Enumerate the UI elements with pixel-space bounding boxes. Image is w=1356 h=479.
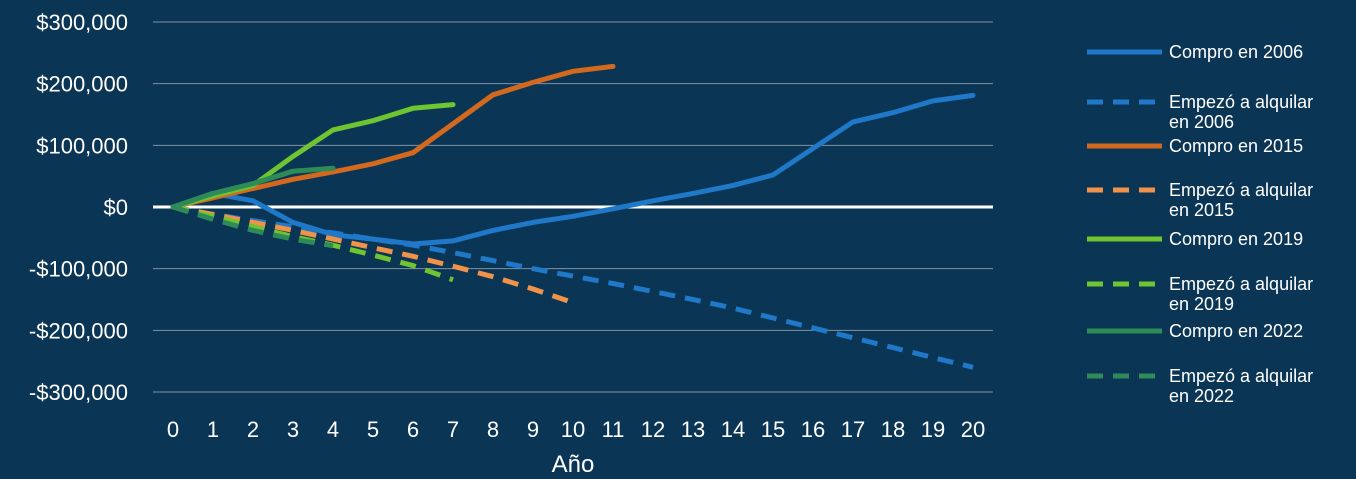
legend-label: Compro en 2022 [1169,321,1303,341]
x-tick-label: 15 [761,417,785,442]
series-line [172,204,334,249]
x-tick-label: 8 [487,417,499,442]
x-tick-label: 5 [367,417,379,442]
y-axis-ticks: $300,000 $200,000 $100,000 $0 -$100,000 -$200… [29,10,128,405]
x-tick-label: 19 [921,417,945,442]
x-tick-label: 13 [681,417,705,442]
y-tick-label: -$300,000 [29,380,128,405]
y-tick-label: $300,000 [36,10,128,35]
y-tick-label: $200,000 [36,72,128,97]
x-tick-label: 3 [287,417,299,442]
x-tick-label: 17 [841,417,865,442]
y-tick-label: $0 [104,195,128,220]
legend-label: Empezó a alquilar en 2015 [1169,180,1313,220]
x-tick-label: 18 [881,417,905,442]
legend-label: Compro en 2006 [1169,42,1303,62]
x-tick-label: 9 [527,417,539,442]
series-lines [170,63,976,370]
x-tick-label: 10 [561,417,585,442]
grid [153,21,993,393]
x-tick-label: 14 [721,417,745,442]
series-line [170,165,336,210]
x-axis-ticks: 0 1 2 3 4 5 6 7 8 9 10 11 12 13 14 15 16 17 18 19 20 [167,417,985,442]
legend-label: Compro en 2015 [1169,136,1303,156]
legend-label: Empezó a alquilar en 2006 [1169,92,1313,132]
legend-label: Empezó a alquilar en 2019 [1169,274,1313,314]
x-tick-label: 7 [447,417,459,442]
series-line [172,204,574,305]
x-tick-label: 4 [327,417,339,442]
x-tick-label: 12 [641,417,665,442]
series-line [172,204,974,370]
x-tick-label: 20 [961,417,985,442]
legend-label: Empezó a alquilar en 2022 [1169,366,1313,406]
x-tick-label: 11 [602,417,625,442]
x-tick-label: 2 [247,417,259,442]
x-tick-label: 0 [167,417,179,442]
x-tick-label: 6 [407,417,419,442]
x-tick-label: 1 [207,417,219,442]
legend: Compro en 2006 Empezó a alquilar en 2006 Co… [1087,42,1313,406]
y-tick-label: -$200,000 [29,318,128,343]
x-axis-title: Año [552,451,595,478]
y-tick-label: $100,000 [36,133,128,158]
series-line [170,63,616,210]
y-tick-label: -$100,000 [29,257,128,282]
x-tick-label: 16 [801,417,825,442]
legend-label: Compro en 2019 [1169,229,1303,249]
